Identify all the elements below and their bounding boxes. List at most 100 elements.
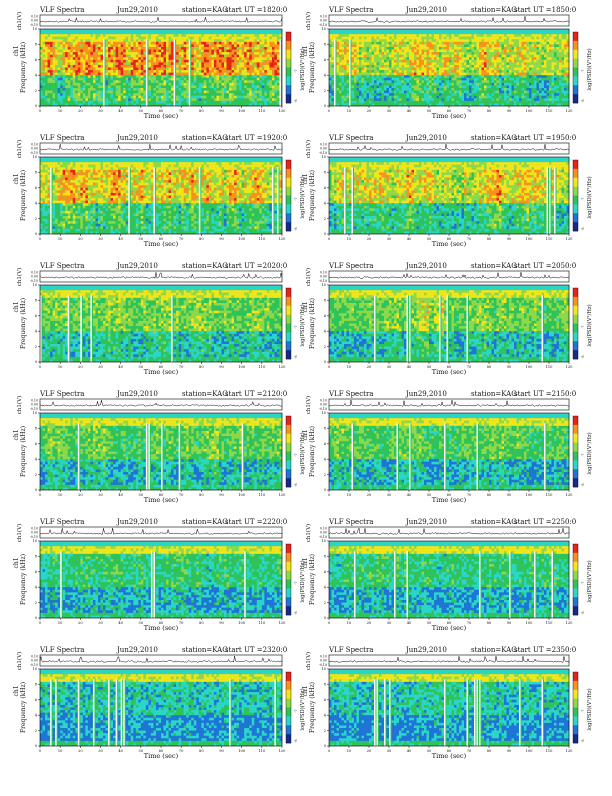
- spectrogram-cell: [279, 91, 281, 94]
- spectrogram-cell: [452, 60, 455, 63]
- spectrogram-cell: [88, 85, 91, 88]
- spectrogram-cell: [259, 101, 262, 104]
- spectrogram-cell: [419, 93, 422, 96]
- spectrogram-cell: [384, 91, 387, 94]
- spectrogram-cell: [68, 62, 71, 65]
- spectrogram-cell: [247, 44, 250, 47]
- spectrogram-cell: [70, 70, 73, 73]
- spectrogram-cell: [158, 32, 161, 35]
- spectrogram-cell: [161, 65, 164, 68]
- spectrogram-cell: [106, 85, 109, 88]
- spectrogram-cell: [171, 96, 174, 99]
- spectrogram-cell: [93, 34, 96, 37]
- spectrogram-cell: [95, 32, 98, 35]
- spectrogram-cell: [409, 60, 412, 63]
- spectrogram-cell: [332, 44, 335, 47]
- spectrogram-cell: [399, 101, 402, 104]
- spectrogram-cell: [156, 85, 159, 88]
- spectrogram-cell: [424, 93, 427, 96]
- spectrogram-cell: [75, 93, 78, 96]
- spectrogram-cell: [354, 34, 357, 37]
- spectrogram-cell: [374, 98, 377, 101]
- spectrogram-cell: [252, 52, 255, 55]
- spectrogram-cell: [432, 39, 435, 42]
- spectrogram-cell: [337, 80, 340, 83]
- spectrogram-cell: [123, 78, 126, 81]
- spectrogram-cell: [414, 57, 417, 60]
- spectrogram-cell: [332, 60, 335, 63]
- spectrogram-cell: [90, 44, 93, 47]
- spectrogram-cell: [397, 96, 400, 99]
- spectrogram-cell: [98, 85, 101, 88]
- spectrogram-cell: [148, 42, 151, 45]
- spectrogram-cell: [432, 68, 435, 71]
- spectrogram-cell: [357, 85, 360, 88]
- spectrogram-cell: [442, 93, 445, 96]
- spectrogram-cell: [196, 83, 199, 86]
- spectrogram-cell: [53, 62, 56, 65]
- spectrogram-cell: [214, 39, 217, 42]
- spectrogram-cell: [429, 34, 432, 37]
- spectrogram-cell: [65, 65, 68, 68]
- spectrogram-cell: [108, 29, 111, 32]
- spectrogram-cell: [131, 37, 134, 40]
- spectrogram-cell: [399, 47, 402, 50]
- spectrogram-cell: [179, 55, 182, 58]
- spectrogram-cell: [354, 96, 357, 99]
- spectrogram-cell: [209, 62, 212, 65]
- spectrogram-cell: [279, 57, 281, 60]
- spectrogram-cell: [204, 73, 207, 76]
- spectrogram-cell: [186, 52, 189, 55]
- spectrogram-cell: [364, 73, 367, 76]
- spectrogram-cell: [362, 75, 365, 78]
- spectrogram-cell: [60, 52, 63, 55]
- spectrogram-cell: [454, 55, 457, 58]
- spectrogram-cell: [189, 52, 191, 55]
- spectrogram-cell: [279, 47, 281, 50]
- spectrogram-cell: [53, 29, 56, 32]
- spectrogram-cell: [60, 60, 63, 63]
- spectrogram-cell: [206, 62, 209, 65]
- spectrogram-cell: [191, 39, 194, 42]
- spectrogram-cell: [439, 34, 442, 37]
- spectrogram-cell: [407, 101, 410, 104]
- spectrogram-cell: [237, 55, 240, 58]
- spectrogram-cell: [111, 85, 114, 88]
- spectrogram-cell: [176, 101, 179, 104]
- spectrogram-cell: [417, 75, 420, 78]
- spectrogram-cell: [377, 78, 380, 81]
- spectrogram-cell: [334, 55, 336, 58]
- spectrogram-cell: [262, 39, 265, 42]
- spectrogram-cell: [279, 65, 281, 68]
- spectrogram-cell: [367, 78, 370, 81]
- spectrogram-cell: [201, 73, 204, 76]
- spectrogram-cell: [186, 85, 189, 88]
- spectrogram-cell: [186, 57, 189, 60]
- spectrogram-cell: [387, 60, 390, 63]
- spectrogram-cell: [199, 101, 202, 104]
- spectrogram-cell: [252, 34, 255, 37]
- spectrogram-cell: [384, 96, 387, 99]
- spectrogram-cell: [194, 50, 197, 53]
- spectrogram-cell: [367, 62, 370, 65]
- spectrogram-cell: [227, 75, 230, 78]
- spectrogram-cell: [417, 91, 420, 94]
- spectrogram-cell: [128, 34, 131, 37]
- spectrogram-cell: [329, 62, 332, 65]
- spectrogram-cell: [70, 32, 73, 35]
- spectrogram-cell: [156, 60, 159, 63]
- spectrogram-cell: [196, 65, 199, 68]
- spectrogram-cell: [186, 91, 189, 94]
- spectrogram-cell: [123, 52, 126, 55]
- spectrogram-cell: [95, 73, 98, 76]
- spectrogram-cell: [123, 44, 126, 47]
- spectrogram-cell: [229, 47, 232, 50]
- spectrogram-cell: [176, 60, 179, 63]
- spectrogram-cell: [334, 80, 336, 83]
- spectrogram-cell: [349, 57, 351, 60]
- spectrogram-cell: [169, 96, 172, 99]
- spectrogram-cell: [224, 93, 227, 96]
- spectrogram-cell: [148, 80, 151, 83]
- spectrogram-cell: [339, 78, 342, 81]
- spectrogram-cell: [224, 83, 227, 86]
